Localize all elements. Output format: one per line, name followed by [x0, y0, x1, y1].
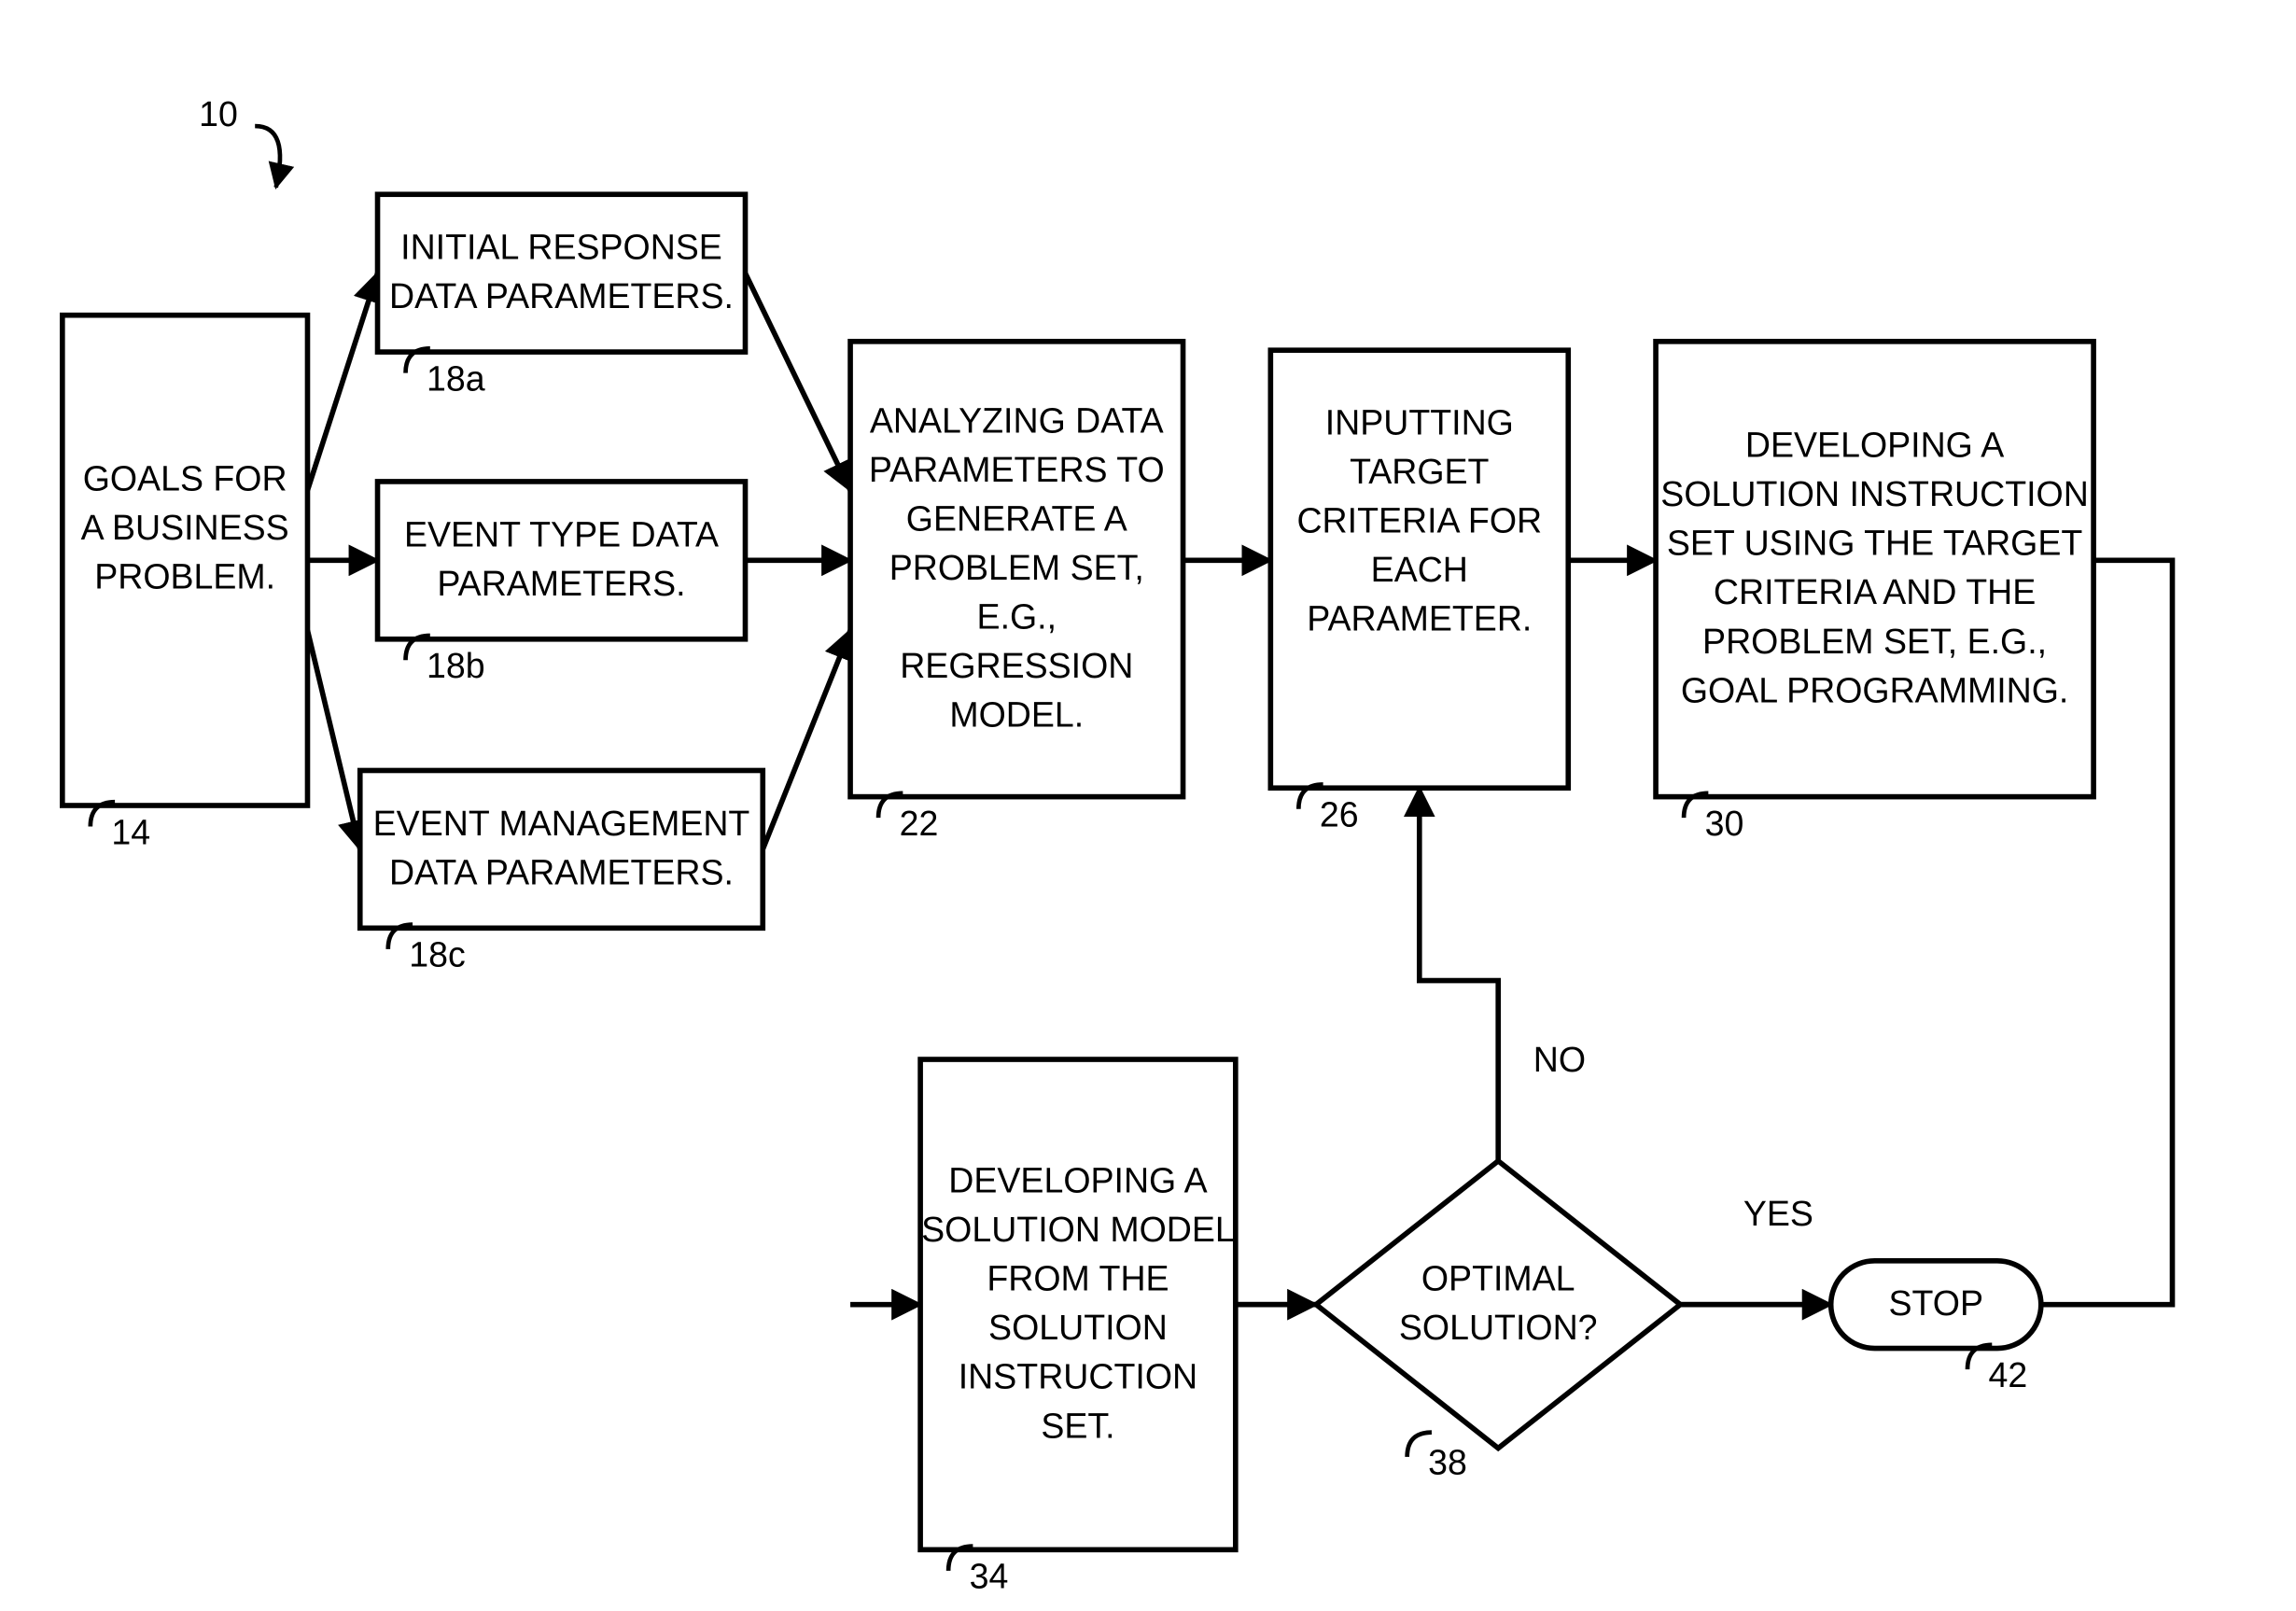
edge-n18c-n22: [763, 630, 850, 849]
node-n26-label-line-3: EACH: [1371, 550, 1468, 589]
node-n30-label-line-4: PROBLEM SET, E.G.,: [1702, 622, 2047, 661]
node-n38-ref: 38: [1428, 1443, 1467, 1482]
node-n14-label-line-2: PROBLEM.: [94, 556, 275, 595]
edge-n14-n18c: [307, 630, 359, 849]
node-n34-label-line-4: INSTRUCTION: [959, 1357, 1197, 1396]
node-n34: DEVELOPING A SOLUTION MODEL FROM THE SOLUTI…: [920, 1059, 1236, 1596]
node-n42: STOP42: [1831, 1261, 2041, 1394]
node-n22-label-line-0: ANALYZING DATA: [870, 400, 1164, 440]
figure-ref-pointer: [255, 126, 280, 188]
node-n42-label-line-0: STOP: [1889, 1283, 1983, 1323]
edge-n18a-n22: [746, 273, 851, 491]
node-n26: INPUTTING TARGET CRITERIA FOR EACH PARAMETER…: [1270, 350, 1568, 834]
node-n26-label-line-0: INPUTTING: [1325, 402, 1514, 441]
node-n18a-label-line-0: INITIAL RESPONSE: [400, 228, 722, 267]
node-n22-label-line-1: PARAMETERS TO: [869, 450, 1165, 489]
node-n18a: INITIAL RESPONSE DATA PARAMETERS. 18a: [378, 194, 746, 398]
node-n34-label-line-3: SOLUTION: [988, 1308, 1168, 1347]
node-n18b-label-line-1: PARAMETERS.: [437, 564, 685, 603]
node-n26-label-line-2: CRITERIA FOR: [1296, 500, 1542, 539]
node-n34-label-line-5: SET.: [1041, 1406, 1114, 1445]
node-n18b-shape: [378, 482, 746, 639]
node-n18b-ref: 18b: [427, 646, 485, 685]
edge-n14-n18a: [307, 273, 377, 491]
node-n18c: EVENT MANAGEMENT DATA PARAMETERS. 18c: [360, 770, 763, 974]
node-n38-label-line-1: SOLUTION?: [1399, 1308, 1598, 1347]
node-n42-ref: 42: [1989, 1355, 2028, 1394]
node-n30-label-line-0: DEVELOPING A: [1745, 426, 2004, 465]
edge-label-yes: YES: [1743, 1194, 1813, 1233]
node-n30-label-line-3: CRITERIA AND THE: [1714, 572, 2036, 611]
node-n30-label-line-5: GOAL PROGRAMMING.: [1681, 670, 2069, 709]
node-n18c-shape: [360, 770, 763, 928]
node-n14-ref: 14: [111, 812, 150, 851]
node-n18c-label-line-1: DATA PARAMETERS.: [389, 852, 734, 891]
node-n34-shape: [920, 1059, 1236, 1549]
node-n14-label-line-1: A BUSINESS: [81, 508, 289, 547]
node-n42-label: STOP: [1889, 1283, 1983, 1323]
node-n18c-label-line-0: EVENT MANAGEMENT: [373, 804, 750, 843]
node-n22-label: ANALYZING DATA PARAMETERS TO GENERATE A PRO…: [869, 400, 1165, 734]
node-n18a-label-line-1: DATA PARAMETERS.: [389, 276, 734, 315]
node-n38-shape: [1316, 1161, 1680, 1449]
node-n34-ref: 34: [970, 1557, 1009, 1596]
node-n30-label-line-2: SET USING THE TARGET: [1667, 524, 2082, 563]
node-n34-label-line-1: SOLUTION MODEL: [921, 1210, 1235, 1249]
node-n18b: EVENT TYPE DATA PARAMETERS. 18b: [378, 482, 746, 685]
node-n18b-label-line-0: EVENT TYPE DATA: [404, 514, 719, 553]
node-n22-ref: 22: [900, 804, 939, 843]
node-n26-label-line-4: PARAMETER.: [1307, 598, 1532, 637]
node-n14: GOALS FOR A BUSINESS PROBLEM. 14: [63, 315, 308, 852]
node-n26-label: INPUTTING TARGET CRITERIA FOR EACH PARAMETER…: [1296, 402, 1542, 637]
node-n30-ref: 30: [1705, 804, 1744, 843]
edge-n38-n26: [1420, 788, 1498, 1161]
node-n22-label-line-5: REGRESSION: [900, 646, 1133, 685]
node-n22-label-line-4: E.G.,: [977, 597, 1057, 637]
node-n30: DEVELOPING A SOLUTION INSTRUCTION SET USIN…: [1656, 342, 2093, 843]
node-n18c-ref: 18c: [409, 935, 466, 974]
node-n30-shape: [1656, 342, 2093, 797]
node-n38: OPTIMAL SOLUTION? 38: [1316, 1161, 1680, 1482]
node-n38-label-line-0: OPTIMAL: [1421, 1259, 1575, 1298]
node-n30-label-line-1: SOLUTION INSTRUCTION: [1660, 474, 2089, 513]
node-n26-ref: 26: [1320, 795, 1359, 834]
node-n18a-ref: 18a: [427, 358, 485, 398]
node-n18a-shape: [378, 194, 746, 352]
node-n22-label-line-2: GENERATE A: [906, 498, 1127, 538]
edge-label-no: NO: [1533, 1040, 1586, 1079]
figure-ref-label: 10: [199, 94, 238, 133]
node-n34-label-line-2: FROM THE: [987, 1259, 1169, 1298]
node-n34-label-line-0: DEVELOPING A: [948, 1161, 1207, 1200]
node-n22-label-line-6: MODEL.: [949, 695, 1084, 735]
node-n22-label-line-3: PROBLEM SET,: [889, 548, 1144, 587]
node-n14-label: GOALS FOR A BUSINESS PROBLEM.: [81, 458, 289, 595]
node-n26-label-line-1: TARGET: [1350, 452, 1489, 491]
node-n22: ANALYZING DATA PARAMETERS TO GENERATE A PRO…: [850, 342, 1183, 843]
node-n14-label-line-0: GOALS FOR: [83, 458, 287, 497]
